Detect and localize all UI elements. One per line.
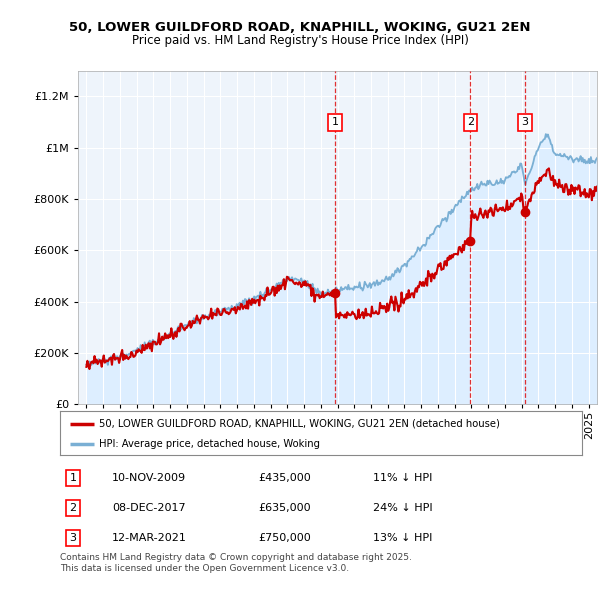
Text: £750,000: £750,000 xyxy=(259,533,311,543)
Text: 12-MAR-2021: 12-MAR-2021 xyxy=(112,533,187,543)
Text: Price paid vs. HM Land Registry's House Price Index (HPI): Price paid vs. HM Land Registry's House … xyxy=(131,34,469,47)
Text: £635,000: £635,000 xyxy=(259,503,311,513)
Text: 50, LOWER GUILDFORD ROAD, KNAPHILL, WOKING, GU21 2EN (detached house): 50, LOWER GUILDFORD ROAD, KNAPHILL, WOKI… xyxy=(99,419,500,428)
Text: Contains HM Land Registry data © Crown copyright and database right 2025.
This d: Contains HM Land Registry data © Crown c… xyxy=(60,553,412,573)
Text: 3: 3 xyxy=(521,117,529,127)
Text: 24% ↓ HPI: 24% ↓ HPI xyxy=(373,503,433,513)
Text: 08-DEC-2017: 08-DEC-2017 xyxy=(112,503,186,513)
Text: 2: 2 xyxy=(70,503,77,513)
Text: 11% ↓ HPI: 11% ↓ HPI xyxy=(373,473,433,483)
Text: HPI: Average price, detached house, Woking: HPI: Average price, detached house, Woki… xyxy=(99,440,320,450)
Text: 2: 2 xyxy=(467,117,474,127)
Text: 50, LOWER GUILDFORD ROAD, KNAPHILL, WOKING, GU21 2EN: 50, LOWER GUILDFORD ROAD, KNAPHILL, WOKI… xyxy=(69,21,531,34)
Text: 3: 3 xyxy=(70,533,77,543)
Text: 10-NOV-2009: 10-NOV-2009 xyxy=(112,473,187,483)
Text: 13% ↓ HPI: 13% ↓ HPI xyxy=(373,533,433,543)
Text: £435,000: £435,000 xyxy=(259,473,311,483)
Text: 1: 1 xyxy=(332,117,338,127)
Text: 1: 1 xyxy=(70,473,77,483)
